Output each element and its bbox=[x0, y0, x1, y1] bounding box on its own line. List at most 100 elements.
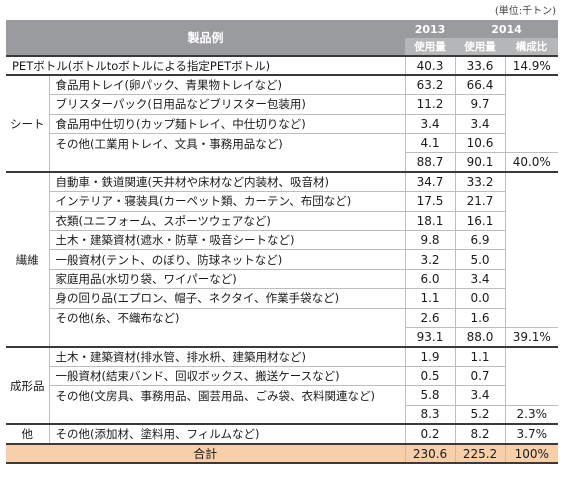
sheet-item-label: 食品用トレイ(卵パック、青果物トレイなど) bbox=[48, 74, 406, 95]
sheet-item-2013: 4.1 bbox=[404, 133, 456, 153]
table-row: 身の回り品(エプロン、帽子、ネクタイ、作業手袋など) 1.1 0.0 bbox=[6, 288, 558, 309]
category-other: 他 bbox=[6, 423, 49, 444]
pet-usage-table: 製品例 2013 2014 使用量 使用量 構成比 PETボトル(ボトルtoボト… bbox=[6, 20, 559, 465]
fiber-subtotal-ratio: 39.1% bbox=[504, 326, 559, 347]
sheet-item-2014: 9.7 bbox=[454, 94, 506, 115]
table-row: 土木・建築資材(遮水・防草・吸音シートなど) 9.8 6.9 bbox=[6, 230, 558, 250]
table-row: インテリア・寝装具(カーペット類、カーテン、布団など) 17.5 21.7 bbox=[6, 191, 558, 212]
table-row: シート 食品用トレイ(卵パック、青果物トレイなど) 63.2 66.4 bbox=[6, 74, 559, 173]
sheet-item-2014: 3.4 bbox=[454, 113, 506, 134]
molded-item-label: その他(文房具、事務用品、園芸用品、ごみ袋、衣料関連など) bbox=[48, 385, 406, 406]
subtotal-spacer bbox=[48, 152, 406, 173]
table-row: 繊維 自動車・鉄道関連(天井材や床材など内装材、吸音材) 34.7 33.2 bbox=[6, 171, 559, 347]
fiber-item-2013: 2.6 bbox=[404, 307, 456, 328]
table-row-pet-bottle: PETボトル(ボトルtoボトルによる指定PETボトル) 40.3 33.6 14… bbox=[6, 54, 559, 76]
molded-item-2013: 1.9 bbox=[404, 345, 456, 367]
fiber-item-label: 一般資材(テント、のぼり、防球ネットなど) bbox=[48, 249, 406, 270]
sheet-item-2013: 3.4 bbox=[404, 113, 456, 134]
molded-item-2014: 3.4 bbox=[454, 385, 506, 406]
sheet-subtotal-ratio: 40.0% bbox=[504, 152, 559, 173]
header-usage-2014: 使用量 bbox=[455, 38, 506, 56]
other-item-label: その他(添加材、塗料用、フィルムなど) bbox=[48, 423, 406, 444]
sheet-item-label: その他(工業用トレイ、文具・事務用品など) bbox=[48, 133, 406, 153]
table-row: 成形品 土木・建築資材(排水管、排水枡、建築用材など) 1.9 1.1 bbox=[6, 345, 559, 425]
table-row: 食品用中仕切り(カップ麺トレイ、中仕切りなど) 3.4 3.4 bbox=[6, 113, 558, 134]
fiber-ratio-blank bbox=[504, 171, 559, 328]
sheet-subtotal-2013: 88.7 bbox=[404, 152, 456, 173]
category-fiber: 繊維 bbox=[6, 171, 49, 347]
table-row: 一般資材(結束バンド、回収ボックス、搬送ケースなど) 0.5 0.7 bbox=[6, 365, 558, 386]
molded-item-2013: 5.8 bbox=[404, 385, 456, 406]
fiber-item-2013: 1.1 bbox=[404, 288, 456, 309]
total-label: 合計 bbox=[6, 442, 406, 465]
header-item-column: 製品例 bbox=[6, 20, 406, 56]
fiber-item-2014: 5.0 bbox=[454, 249, 506, 270]
sheet-item-label: 食品用中仕切り(カップ麺トレイ、中仕切りなど) bbox=[48, 113, 406, 134]
sheet-ratio-blank bbox=[504, 74, 559, 153]
fiber-item-2014: 33.2 bbox=[454, 171, 506, 192]
molded-ratio-blank bbox=[504, 345, 559, 406]
unit-note: (単位:千トン) bbox=[494, 6, 556, 17]
table-row: ブリスターパック(日用品などブリスター包装用) 11.2 9.7 bbox=[6, 94, 558, 115]
sheet-item-label: ブリスターパック(日用品などブリスター包装用) bbox=[48, 94, 406, 115]
fiber-item-2013: 17.5 bbox=[404, 191, 456, 212]
total-row: 合計 230.6 225.2 100% bbox=[6, 442, 559, 465]
pet-bottle-2013: 40.3 bbox=[404, 54, 456, 76]
sheet-item-2014: 10.6 bbox=[454, 133, 506, 153]
fiber-item-2013: 9.8 bbox=[404, 230, 456, 250]
subtotal-row-molded: 8.3 5.2 2.3% bbox=[6, 404, 559, 425]
molded-item-label: 一般資材(結束バンド、回収ボックス、搬送ケースなど) bbox=[48, 365, 406, 386]
fiber-item-2013: 34.7 bbox=[404, 171, 456, 192]
fiber-subtotal-2014: 88.0 bbox=[454, 326, 506, 347]
fiber-item-label: その他(糸、不織布など) bbox=[48, 307, 406, 328]
molded-item-2014: 0.7 bbox=[454, 365, 506, 386]
table-row: 家庭用品(水切り袋、ワイパーなど) 6.0 3.4 bbox=[6, 268, 558, 289]
fiber-item-label: 衣類(ユニフォーム、スポーツウェアなど) bbox=[48, 210, 406, 231]
sheet-item-2013: 63.2 bbox=[404, 74, 456, 95]
table-row-other: 他 その他(添加材、塗料用、フィルムなど) 0.2 8.2 3.7% bbox=[6, 423, 559, 444]
fiber-item-2014: 0.0 bbox=[454, 288, 506, 309]
molded-subtotal-2013: 8.3 bbox=[404, 404, 456, 425]
pet-bottle-label: PETボトル(ボトルtoボトルによる指定PETボトル) bbox=[6, 54, 406, 76]
table-row: その他(工業用トレイ、文具・事務用品など) 4.1 10.6 bbox=[6, 133, 558, 153]
sheet-subtotal-2014: 90.1 bbox=[454, 152, 506, 173]
fiber-subtotal-2013: 93.1 bbox=[404, 326, 456, 347]
sheet-item-2013: 11.2 bbox=[404, 94, 456, 115]
total-2014: 225.2 bbox=[454, 442, 506, 465]
header-year-2014: 2014 bbox=[455, 20, 559, 38]
category-molded: 成形品 bbox=[6, 345, 49, 425]
table-row: 衣類(ユニフォーム、スポーツウェアなど) 18.1 16.1 bbox=[6, 210, 558, 231]
fiber-item-2013: 3.2 bbox=[404, 249, 456, 270]
molded-subtotal-2014: 5.2 bbox=[454, 404, 506, 425]
fiber-item-label: 自動車・鉄道関連(天井材や床材など内装材、吸音材) bbox=[48, 171, 406, 192]
pet-bottle-ratio: 14.9% bbox=[504, 54, 559, 76]
subtotal-spacer bbox=[48, 405, 406, 425]
header-ratio: 構成比 bbox=[505, 38, 559, 56]
fiber-item-2014: 6.9 bbox=[454, 230, 506, 250]
molded-subtotal-ratio: 2.3% bbox=[504, 404, 559, 425]
molded-item-label: 土木・建築資材(排水管、排水枡、建築用材など) bbox=[48, 345, 406, 367]
fiber-item-2014: 21.7 bbox=[454, 191, 506, 212]
fiber-item-label: 土木・建築資材(遮水・防草・吸音シートなど) bbox=[48, 230, 406, 250]
header-year-2013: 2013 bbox=[405, 20, 456, 38]
molded-item-2014: 1.1 bbox=[454, 345, 506, 367]
fiber-item-2013: 18.1 bbox=[404, 210, 456, 231]
fiber-item-2013: 6.0 bbox=[404, 268, 456, 289]
other-2014: 8.2 bbox=[454, 423, 506, 444]
total-ratio: 100% bbox=[504, 442, 559, 465]
other-ratio: 3.7% bbox=[504, 423, 559, 444]
table-row: 一般資材(テント、のぼり、防球ネットなど) 3.2 5.0 bbox=[6, 249, 558, 270]
subtotal-row-sheet: 88.7 90.1 40.0% bbox=[6, 152, 559, 173]
fiber-item-label: 身の回り品(エプロン、帽子、ネクタイ、作業手袋など) bbox=[48, 288, 406, 309]
subtotal-row-fiber: 93.1 88.0 39.1% bbox=[6, 326, 559, 347]
other-2013: 0.2 bbox=[404, 423, 456, 444]
table-row: その他(文房具、事務用品、園芸用品、ごみ袋、衣料関連など) 5.8 3.4 bbox=[6, 385, 558, 406]
fiber-item-label: 家庭用品(水切り袋、ワイパーなど) bbox=[48, 268, 406, 289]
molded-item-2013: 0.5 bbox=[404, 365, 456, 386]
table-header: 製品例 2013 2014 使用量 使用量 構成比 bbox=[6, 20, 559, 56]
fiber-item-2014: 1.6 bbox=[454, 307, 506, 328]
total-2013: 230.6 bbox=[404, 442, 456, 465]
pet-bottle-2014: 33.6 bbox=[454, 54, 506, 76]
fiber-item-2014: 3.4 bbox=[454, 268, 506, 289]
sheet-item-2014: 66.4 bbox=[454, 74, 506, 95]
